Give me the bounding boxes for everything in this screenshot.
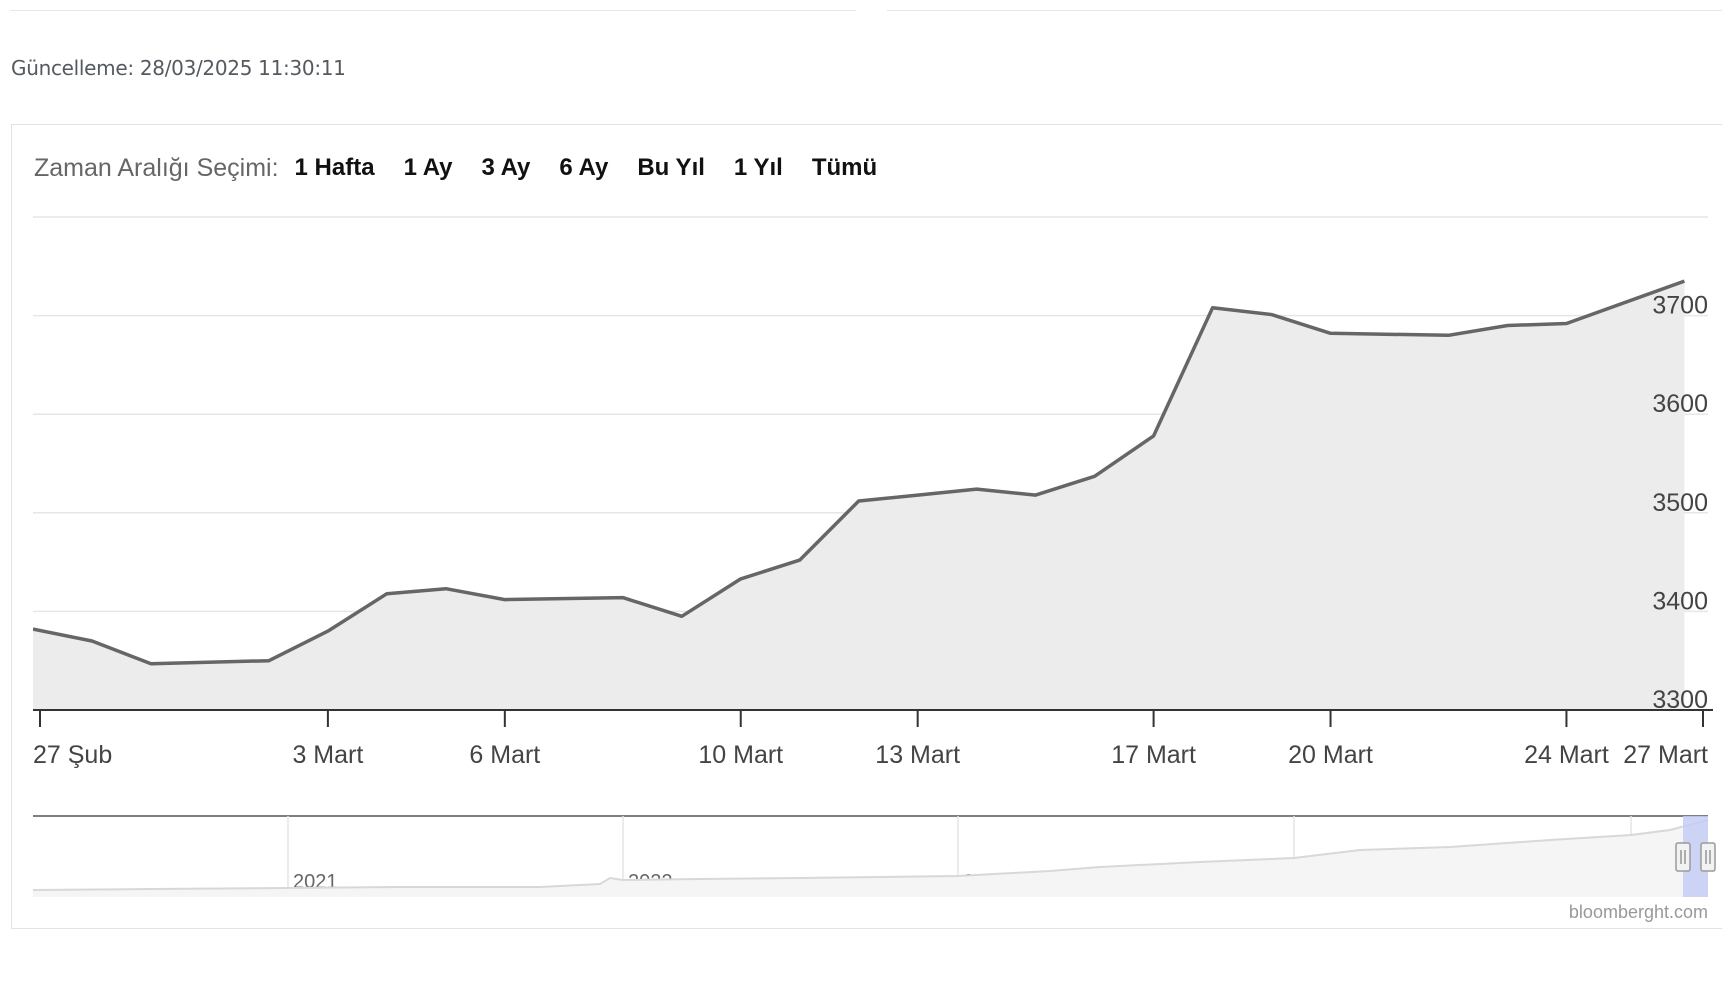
last-updated-label: Güncelleme: 28/03/2025 11:30:11: [11, 56, 346, 80]
range-1-week-button[interactable]: 1 Hafta: [294, 154, 375, 181]
series-area: [33, 281, 1685, 710]
range-3-months-button[interactable]: 3 Ay: [481, 154, 531, 181]
x-tick-label: 6 Mart: [469, 741, 540, 769]
x-tick-label: 17 Mart: [1111, 741, 1196, 769]
range-selector: Zaman Aralığı Seçimi: 1 Hafta 1 Ay 3 Ay …: [34, 153, 906, 183]
top-divider-left: [10, 10, 856, 11]
y-tick-label: 3500: [1652, 489, 1708, 517]
y-tick-label: 3600: [1652, 390, 1708, 418]
series-line: [33, 279, 1685, 666]
credit-label[interactable]: bloomberght.com: [1569, 902, 1708, 922]
x-tick-label: 24 Mart: [1524, 741, 1609, 769]
area-layer: [33, 279, 1685, 710]
range-selector-label: Zaman Aralığı Seçimi:: [34, 153, 279, 182]
navigator[interactable]: 20212022202320242025: [32, 815, 1716, 897]
navigator-area: [33, 820, 1708, 897]
x-tick-label: 20 Mart: [1288, 741, 1373, 769]
range-6-months-button[interactable]: 6 Ay: [559, 154, 609, 181]
x-tick-label: 10 Mart: [698, 741, 783, 769]
x-tick-label: 27 Şub: [33, 741, 112, 769]
y-tick-label: 3400: [1652, 587, 1708, 615]
x-tick-label: 27 Mart: [1623, 741, 1708, 769]
x-tick-label: 3 Mart: [292, 741, 363, 769]
range-1-month-button[interactable]: 1 Ay: [403, 154, 453, 181]
x-tick-label: 13 Mart: [875, 741, 960, 769]
y-tick-label: 3700: [1652, 292, 1708, 320]
range-this-year-button[interactable]: Bu Yıl: [637, 154, 705, 181]
range-1-year-button[interactable]: 1 Yıl: [733, 154, 783, 181]
range-all-button[interactable]: Tümü: [811, 154, 878, 181]
navigator-right-handle[interactable]: [1700, 842, 1716, 872]
navigator-line: [32, 819, 1709, 891]
top-divider-right: [887, 10, 1722, 11]
navigator-left-handle[interactable]: [1675, 842, 1691, 872]
